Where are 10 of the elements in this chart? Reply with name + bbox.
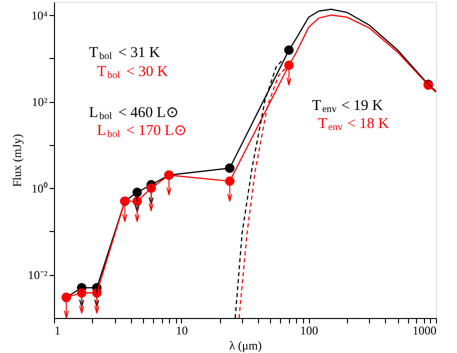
x-tick-label: 1000 [412, 324, 436, 338]
x-tick-label: 10 [176, 324, 188, 338]
y-axis-title: Flux (mJy) [10, 134, 24, 188]
x-tick-label: 100 [300, 324, 318, 338]
y-tick-label: 10² [32, 95, 48, 110]
x-axis-title: λ (μm) [229, 338, 262, 352]
y-tick-label: 10⁻² [28, 268, 48, 282]
x-tick-label: 1 [54, 324, 60, 338]
y-tick-label: 10⁰ [32, 182, 48, 196]
y-tick-label: 10⁴ [31, 8, 48, 23]
